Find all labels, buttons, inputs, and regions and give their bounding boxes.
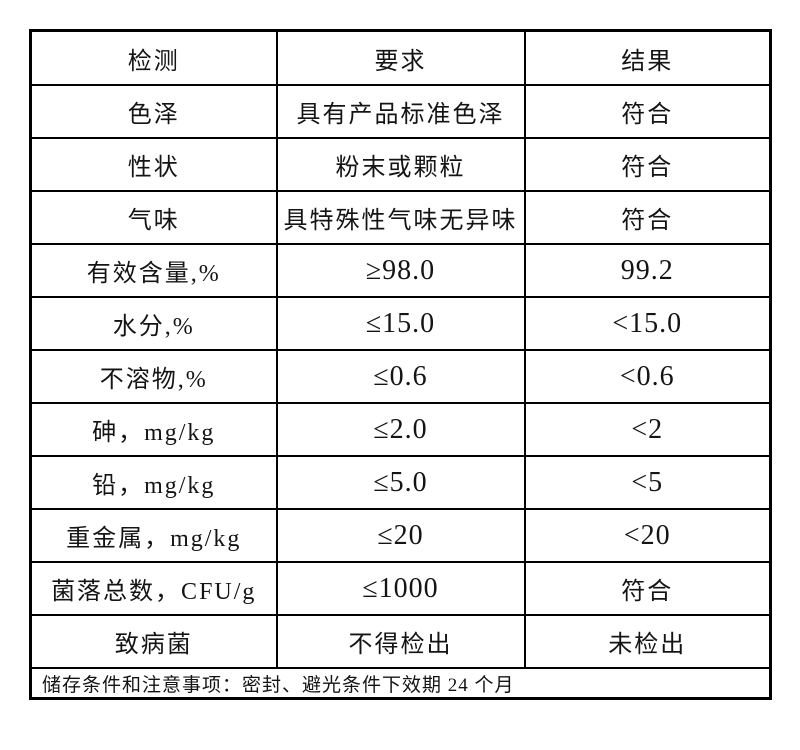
cell-result: <20 [523,508,772,563]
cell-item: 性状 [29,137,278,192]
cell-requirement: ≤2.0 [275,402,526,457]
cell-requirement: ≥98.0 [275,243,526,298]
cell-requirement: ≤15.0 [275,296,526,351]
cell-requirement: 具有产品标准色泽 [275,84,526,139]
cell-result: 符合 [523,190,772,245]
table-row-odor: 气味 具特殊性气味无异味 符合 [29,190,772,245]
table-row-pathogens: 致病菌 不得检出 未检出 [29,614,772,669]
cell-requirement: 粉末或颗粒 [275,137,526,192]
cell-item: 水分,% [29,296,278,351]
cell-result: 99.2 [523,243,772,298]
cell-item: 有效含量,% [29,243,278,298]
cell-item: 不溶物,% [29,349,278,404]
cell-requirement: ≤1000 [275,561,526,616]
cell-result: 符合 [523,561,772,616]
cell-result: <5 [523,455,772,510]
cell-item: 菌落总数，CFU/g [29,561,278,616]
cell-item: 色泽 [29,84,278,139]
cell-item: 气味 [29,190,278,245]
table-row-lead: 铅，mg/kg ≤5.0 <5 [29,455,772,510]
table-header-row: 检测 要求 结果 [29,29,772,86]
cell-requirement: ≤5.0 [275,455,526,510]
table-row-insolubles: 不溶物,% ≤0.6 <0.6 [29,349,772,404]
table-row-color: 色泽 具有产品标准色泽 符合 [29,84,772,139]
inspection-table: 检测 要求 结果 色泽 具有产品标准色泽 符合 性状 粉末或颗粒 符合 气味 具… [29,29,772,700]
cell-item: 重金属，mg/kg [29,508,278,563]
table-footer-row: 储存条件和注意事项：密封、避光条件下效期 24 个月 [29,667,772,700]
table-row-active-content: 有效含量,% ≥98.0 99.2 [29,243,772,298]
column-header-requirement: 要求 [275,29,526,86]
table-row-total-plate-count: 菌落总数，CFU/g ≤1000 符合 [29,561,772,616]
column-header-result: 结果 [523,29,772,86]
storage-note: 储存条件和注意事项：密封、避光条件下效期 24 个月 [29,667,772,700]
table-row-heavy-metals: 重金属，mg/kg ≤20 <20 [29,508,772,563]
table-row-appearance: 性状 粉末或颗粒 符合 [29,137,772,192]
cell-result: 符合 [523,137,772,192]
cell-result: 符合 [523,84,772,139]
cell-result: <2 [523,402,772,457]
cell-result: 未检出 [523,614,772,669]
cell-requirement: ≤0.6 [275,349,526,404]
cell-requirement: 不得检出 [275,614,526,669]
cell-result: <15.0 [523,296,772,351]
cell-requirement: 具特殊性气味无异味 [275,190,526,245]
cell-item: 砷，mg/kg [29,402,278,457]
cell-requirement: ≤20 [275,508,526,563]
column-header-test: 检测 [29,29,278,86]
cell-item: 铅，mg/kg [29,455,278,510]
table-row-moisture: 水分,% ≤15.0 <15.0 [29,296,772,351]
table-row-arsenic: 砷，mg/kg ≤2.0 <2 [29,402,772,457]
cell-result: <0.6 [523,349,772,404]
cell-item: 致病菌 [29,614,278,669]
